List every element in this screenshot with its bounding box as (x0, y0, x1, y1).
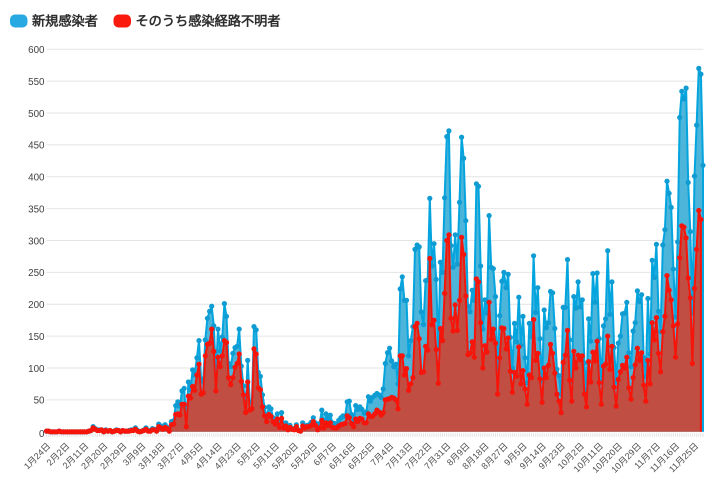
svg-text:600: 600 (28, 45, 45, 56)
svg-text:150: 150 (28, 332, 45, 343)
svg-text:250: 250 (28, 268, 45, 279)
svg-text:550: 550 (28, 77, 45, 88)
svg-text:0: 0 (39, 429, 45, 440)
svg-text:450: 450 (28, 141, 45, 152)
svg-text:新規感染者: 新規感染者 (32, 13, 98, 29)
svg-text:400: 400 (28, 173, 45, 184)
svg-text:そのうち感染経路不明者: そのうち感染経路不明者 (136, 13, 281, 29)
svg-text:200: 200 (28, 300, 45, 311)
svg-text:350: 350 (28, 204, 45, 215)
svg-text:100: 100 (28, 364, 45, 375)
svg-text:50: 50 (34, 396, 45, 407)
svg-text:500: 500 (28, 109, 45, 120)
svg-text:300: 300 (28, 236, 45, 247)
